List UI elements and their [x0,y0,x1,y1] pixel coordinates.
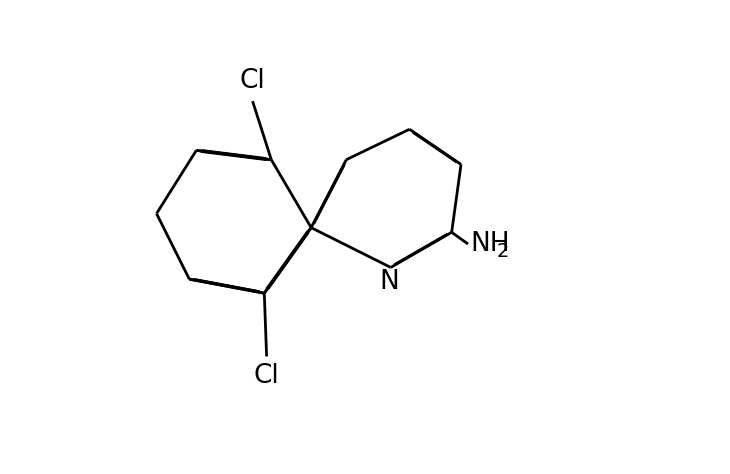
Text: N: N [380,268,399,294]
Text: NH: NH [470,231,510,257]
Text: Cl: Cl [254,364,280,390]
Text: Cl: Cl [239,68,266,94]
Text: 2: 2 [496,243,509,262]
